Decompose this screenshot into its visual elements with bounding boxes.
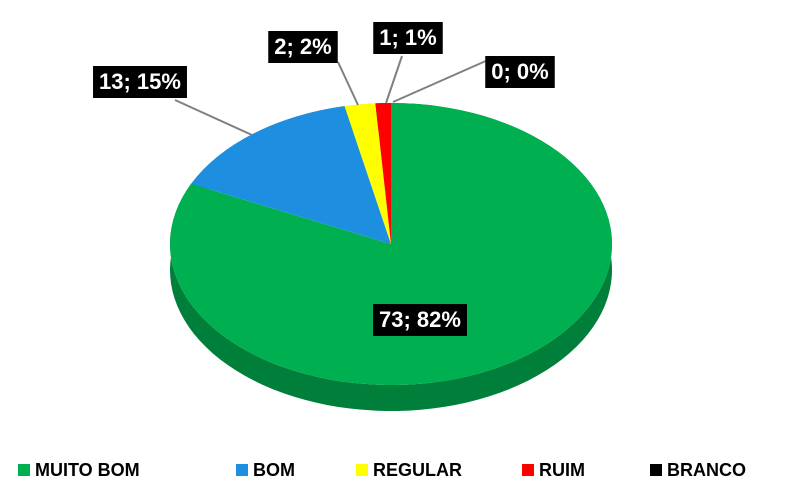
- data-label-box: [93, 66, 187, 98]
- legend-swatch: [18, 464, 30, 476]
- legend-swatch: [356, 464, 368, 476]
- leader-line: [392, 59, 489, 103]
- data-label: 13; 15%: [93, 66, 187, 98]
- data-label-text: 0; 0%: [491, 59, 548, 84]
- leader-line: [385, 55, 403, 104]
- data-label-box: [373, 304, 467, 336]
- data-label-text: 2; 2%: [274, 34, 331, 59]
- leader-line: [174, 99, 253, 136]
- data-label-box: [485, 56, 555, 88]
- data-label-text: 13; 15%: [99, 69, 181, 94]
- data-label-box: [373, 22, 443, 54]
- leader-line: [337, 61, 359, 106]
- data-label: 0; 0%: [485, 56, 555, 88]
- legend-swatch: [522, 464, 534, 476]
- legend-label: BRANCO: [667, 460, 746, 480]
- legend-swatch: [236, 464, 248, 476]
- legend-label: MUITO BOM: [35, 460, 140, 480]
- slice: [344, 103, 391, 244]
- data-label-text: 1; 1%: [379, 25, 436, 50]
- legend-label: REGULAR: [373, 460, 462, 480]
- legend-label: RUIM: [539, 460, 585, 480]
- data-label-text: 73; 82%: [379, 307, 461, 332]
- slice: [375, 103, 391, 244]
- slice: [191, 106, 391, 244]
- data-label: 73; 82%: [373, 304, 467, 336]
- data-label-box: [268, 31, 338, 63]
- data-label: 2; 2%: [268, 31, 338, 63]
- legend-swatch: [650, 464, 662, 476]
- legend-label: BOM: [253, 460, 295, 480]
- data-label: 1; 1%: [373, 22, 443, 54]
